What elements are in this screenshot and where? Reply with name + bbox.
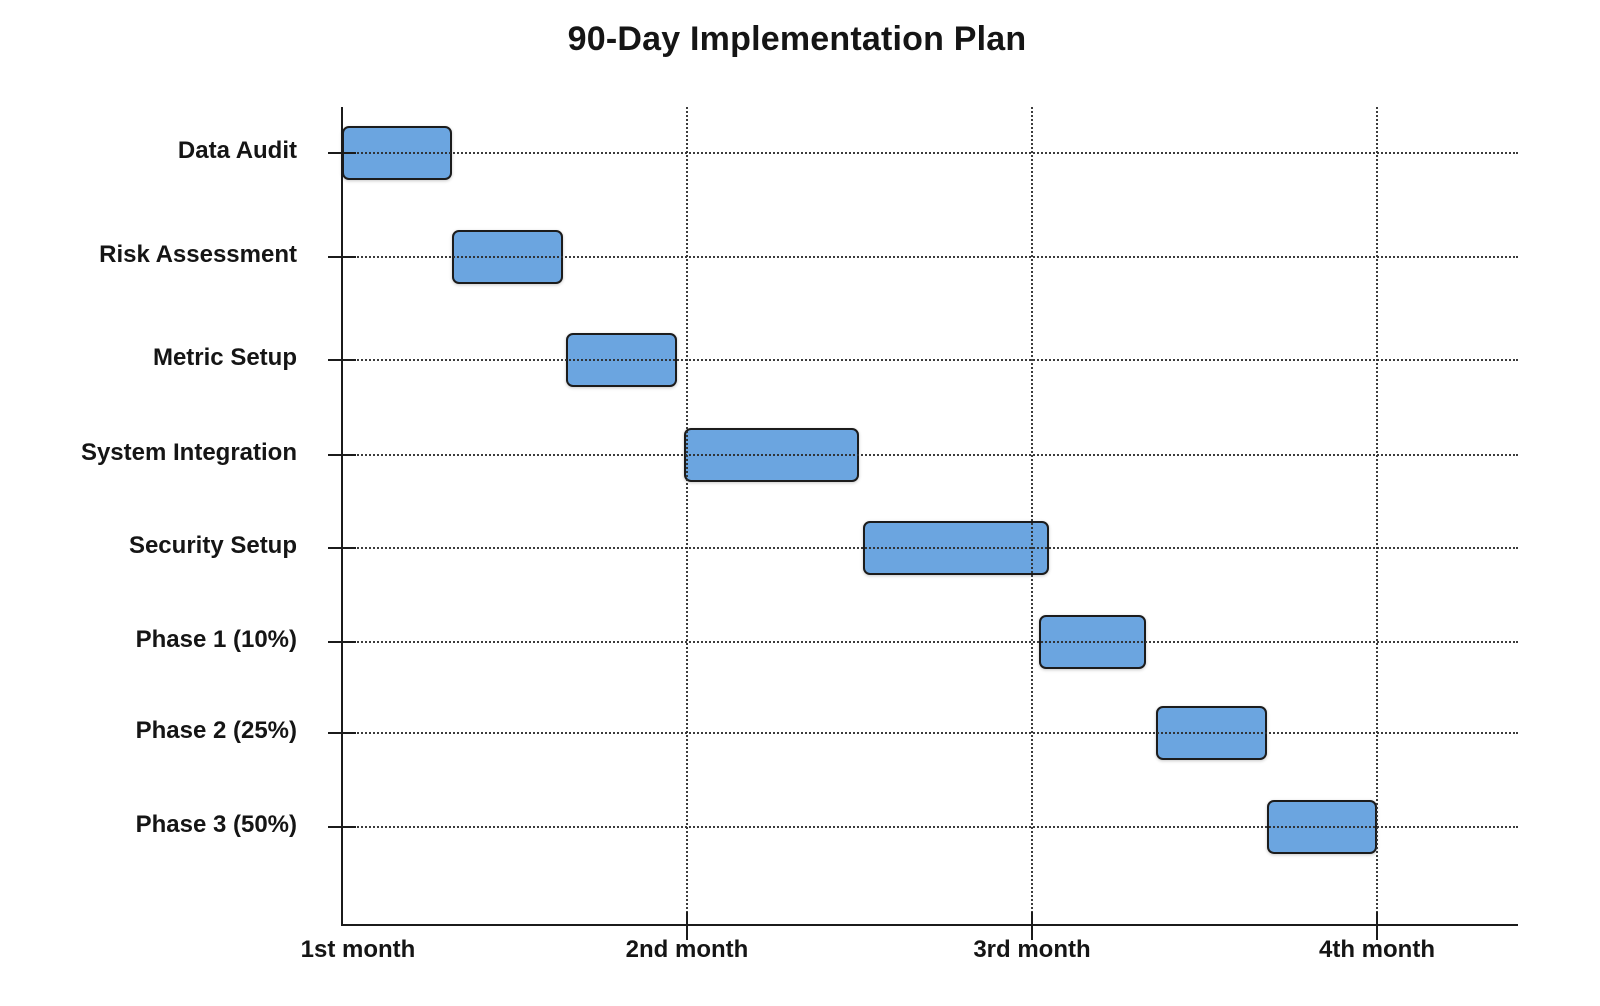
y-axis-tick — [328, 256, 356, 258]
month-gridline — [1376, 107, 1378, 925]
task-label: Phase 2 (25%) — [135, 717, 297, 744]
task-label: Phase 3 (50%) — [135, 811, 297, 838]
row-gridline — [342, 359, 1518, 361]
task-label: Risk Assessment — [99, 241, 297, 268]
task-label: Phase 1 (10%) — [135, 626, 297, 653]
task-label: Data Audit — [177, 137, 297, 164]
y-axis-tick — [328, 359, 356, 361]
x-axis-line — [341, 924, 1518, 926]
task-label: Metric Setup — [152, 344, 297, 371]
x-axis-tick — [686, 912, 688, 940]
task-label: Security Setup — [128, 532, 297, 559]
row-gridline — [342, 826, 1518, 828]
x-tick-label: 1st month — [300, 936, 416, 963]
x-axis-tick — [1031, 912, 1033, 940]
month-gridline — [686, 107, 688, 925]
y-axis-tick — [328, 454, 356, 456]
row-gridline — [342, 547, 1518, 549]
row-gridline — [342, 256, 1518, 258]
x-tick-label: 4th month — [1319, 936, 1435, 963]
chart-title: 90-Day Implementation Plan — [567, 20, 1027, 58]
y-axis-tick — [328, 152, 356, 154]
y-axis-tick — [328, 826, 356, 828]
row-gridline — [342, 454, 1518, 456]
row-gridline — [342, 732, 1518, 734]
y-axis-line — [341, 107, 343, 925]
y-axis-tick — [328, 547, 356, 549]
y-axis-tick — [328, 641, 356, 643]
row-gridline — [342, 641, 1518, 643]
task-label: System Integration — [80, 439, 297, 466]
month-gridline — [1031, 107, 1033, 925]
y-axis-tick — [328, 732, 356, 734]
x-tick-label: 2nd month — [625, 936, 749, 963]
x-tick-label: 3rd month — [973, 936, 1091, 963]
row-gridline — [342, 152, 1518, 154]
x-axis-tick — [1376, 912, 1378, 940]
